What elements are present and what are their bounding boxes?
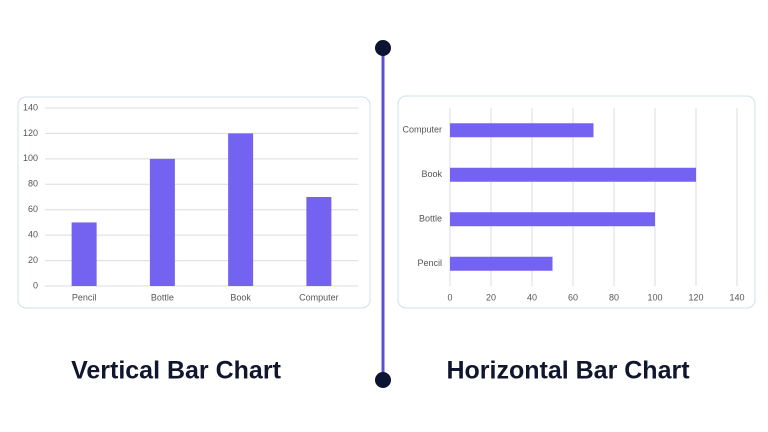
y-tick-label: 140 — [23, 102, 38, 112]
chart-frame — [17, 96, 371, 309]
x-tick-label: 0 — [447, 292, 452, 302]
x-tick-label: Computer — [299, 292, 339, 302]
x-tick-label: Bottle — [151, 292, 174, 302]
y-tick-label: Computer — [402, 125, 442, 135]
divider-dot — [375, 40, 391, 56]
x-tick-label: Book — [230, 292, 251, 302]
x-tick-label: 140 — [729, 292, 744, 302]
chart-frame — [397, 95, 756, 309]
y-tick-label: 100 — [23, 153, 38, 163]
x-tick-label: 40 — [527, 292, 537, 302]
y-tick-label: 120 — [23, 128, 38, 138]
x-tick-label: 100 — [647, 292, 662, 302]
x-tick-label: 80 — [609, 292, 619, 302]
divider-dot — [375, 372, 391, 388]
x-tick-label: 120 — [688, 292, 703, 302]
bar — [228, 133, 254, 286]
y-tick-label: Pencil — [417, 258, 442, 268]
y-tick-label: 20 — [28, 255, 38, 265]
y-tick-label: Book — [421, 169, 442, 179]
bar — [306, 197, 332, 286]
y-tick-label: 60 — [28, 204, 38, 214]
y-tick-label: Bottle — [419, 214, 442, 224]
bar — [450, 167, 696, 182]
bar — [450, 123, 594, 138]
chart-title: Vertical Bar Chart — [71, 357, 281, 385]
bar — [450, 256, 553, 271]
y-tick-label: 80 — [28, 179, 38, 189]
x-tick-label: 20 — [486, 292, 496, 302]
y-tick-label: 40 — [28, 230, 38, 240]
x-tick-label: 60 — [568, 292, 578, 302]
y-tick-label: 0 — [33, 280, 38, 290]
bar — [71, 222, 97, 286]
bar — [149, 158, 175, 286]
chart-title: Horizontal Bar Chart — [446, 357, 690, 385]
bar — [450, 212, 655, 227]
x-tick-label: Pencil — [72, 292, 97, 302]
